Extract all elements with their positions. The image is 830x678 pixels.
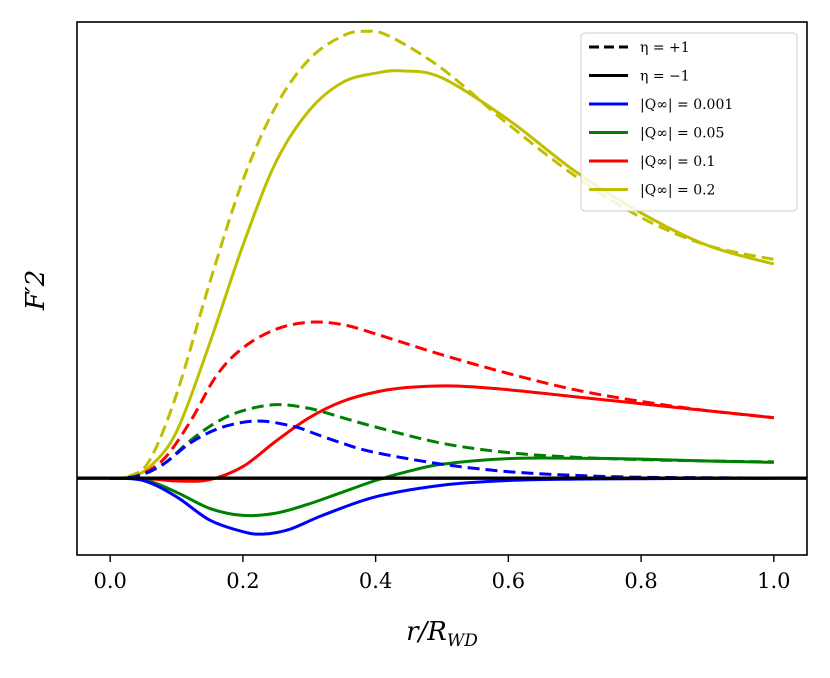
series-line-7: [110, 476, 774, 536]
legend-label: η = −1: [640, 69, 690, 85]
legend-label: |Q∞| = 0.1: [640, 154, 715, 170]
series-line-2: [110, 320, 774, 480]
legend-box: [580, 32, 798, 212]
legend-items: η = +1 η = −1 |Q∞| = 0.001 |Q∞| = 0.05 |Q∞| …: [589, 40, 733, 199]
series-line-0: [110, 29, 775, 480]
series-line-4: [110, 403, 774, 480]
y-axis-label: F′2: [21, 270, 51, 312]
plot-frame: [76, 21, 808, 556]
legend-label: |Q∞| = 0.2: [640, 183, 715, 199]
x-tick-label: 0.8: [624, 569, 657, 593]
x-axis-label: r/RWD: [406, 617, 478, 651]
x-tick-label: 0.6: [492, 569, 525, 593]
legend-label: |Q∞| = 0.05: [640, 126, 724, 142]
legend-label: η = +1: [640, 40, 690, 56]
x-tick-label: 0.0: [93, 569, 126, 593]
x-tick-label: 1.0: [757, 569, 790, 593]
series-line-6: [110, 419, 774, 480]
x-ticks: 0.0 0.2 0.4 0.6 0.8 1.0: [93, 555, 791, 593]
legend-label: |Q∞| = 0.001: [640, 97, 733, 113]
x-tick-label: 0.4: [359, 569, 392, 593]
x-tick-label: 0.2: [226, 569, 259, 593]
series-line-3: [110, 384, 774, 483]
series-line-5: [110, 456, 774, 518]
legend: η = +1 η = −1 |Q∞| = 0.001 |Q∞| = 0.05 |Q∞| …: [580, 32, 798, 212]
